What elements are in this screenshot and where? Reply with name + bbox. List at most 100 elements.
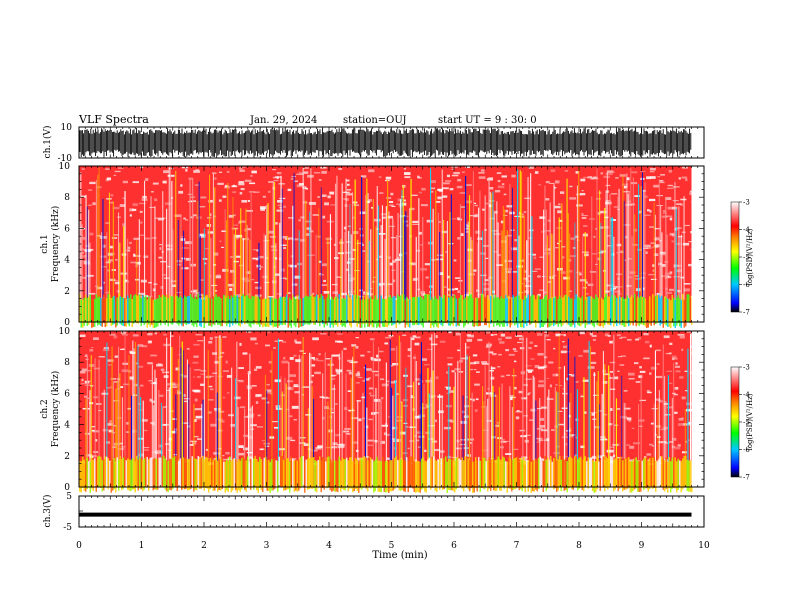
spec1-streak	[472, 171, 474, 322]
spec2-lowband	[311, 457, 313, 489]
spec1-lowband	[386, 299, 388, 328]
spec2-lowband	[383, 460, 385, 492]
spec1-lowband	[301, 298, 303, 327]
spec2-lowband	[422, 457, 424, 489]
spec1-speckle	[603, 175, 610, 179]
spec1-speckle	[185, 169, 188, 172]
spec2-lowband	[466, 456, 468, 488]
spec2-speckle	[289, 357, 294, 360]
spec1-lowband	[226, 298, 228, 327]
spec2-speckle	[344, 427, 351, 430]
spec1-lowband	[412, 297, 414, 326]
spec1-streak	[683, 196, 685, 322]
spec1-streak	[449, 212, 451, 322]
spec1-speckle	[671, 233, 675, 237]
spec1-speckle	[129, 208, 134, 212]
spec2-speckle	[123, 383, 130, 386]
spec1-streak	[549, 202, 551, 322]
spec2-lowband	[355, 457, 357, 489]
spec1-streak	[469, 195, 471, 322]
spec1-speckle	[493, 251, 498, 253]
spec2-lowband	[239, 460, 241, 492]
spec2-lowband	[658, 459, 660, 491]
spec2-speckle	[183, 398, 190, 400]
spec1-speckle	[202, 258, 208, 260]
spec2-speckle	[538, 380, 544, 383]
spec1-streak	[654, 214, 656, 322]
spec2-lowband	[221, 457, 223, 489]
spec2-speckle	[226, 392, 230, 394]
spec1-streak	[530, 173, 532, 322]
spec1-lowband	[80, 299, 82, 328]
spec2-speckle	[93, 337, 99, 340]
spec1-lowband	[622, 297, 624, 326]
spec1-speckle	[268, 181, 275, 183]
spec2-speckle	[288, 387, 294, 391]
spec2-speckle	[425, 403, 433, 407]
spec1-speckle	[280, 277, 286, 279]
spec2-lowband	[406, 457, 408, 489]
spec1-streak	[341, 183, 343, 322]
spec1-streak	[493, 210, 495, 322]
spec1-speckle	[194, 184, 199, 186]
spec1-lowband	[535, 299, 537, 328]
spec2-streak	[189, 367, 191, 487]
spec1-streak	[387, 179, 389, 322]
spec1-speckle	[371, 207, 373, 209]
spec1-streak	[422, 216, 424, 322]
spec1-streak	[249, 239, 251, 322]
spec2-streak	[307, 408, 309, 487]
spec1-lowband	[194, 296, 196, 325]
spec2-speckle	[663, 403, 670, 405]
spec2-speckle	[546, 398, 554, 400]
spec2-speckle	[600, 436, 606, 439]
spec1-lowband	[229, 299, 231, 328]
spec2-speckle	[658, 441, 666, 444]
spec1-speckle	[668, 169, 673, 173]
spec1-speckle	[272, 176, 279, 179]
spec2-speckle	[620, 336, 627, 339]
spec2-speckle	[266, 389, 272, 393]
spec1-speckle	[213, 177, 217, 180]
spec2-speckle	[323, 397, 330, 399]
spec2-lowband	[688, 460, 690, 492]
spec1-speckle	[554, 205, 561, 209]
spec1-streak	[566, 178, 568, 322]
spec1-lowband	[203, 299, 205, 328]
spec1-lowband	[233, 295, 235, 324]
spec2-streak	[111, 346, 113, 487]
spec2-lowband	[394, 458, 396, 490]
spec1-streak	[596, 168, 598, 322]
spec1-speckle	[255, 259, 259, 261]
spec1-lowband	[514, 297, 516, 326]
spec1-speckle	[322, 215, 326, 219]
spec1-speckle	[585, 281, 588, 284]
spec2-speckle	[293, 384, 299, 387]
spec2-lowband	[359, 457, 361, 489]
spec2-speckle	[352, 441, 358, 444]
spec1-speckle	[356, 242, 363, 244]
spec2-lowband	[470, 457, 472, 489]
spec1-lowband	[464, 297, 466, 326]
spec2-lowband	[437, 460, 439, 492]
spec2-lowband	[145, 455, 147, 488]
spec2-speckle	[655, 375, 663, 379]
spec1-speckle	[111, 237, 118, 239]
spec1-streak	[264, 235, 266, 322]
spec2-lowband	[310, 457, 312, 489]
spec2-streak	[601, 393, 603, 487]
spec2-speckle	[675, 365, 680, 368]
spec1-lowband	[631, 295, 633, 324]
spec2-speckle	[313, 358, 316, 361]
spec1-lowband	[85, 294, 87, 323]
spec1-lowband	[536, 295, 538, 324]
spec2-speckle	[473, 361, 480, 364]
spec2-speckle	[147, 341, 152, 344]
spec2-speckle	[119, 442, 123, 445]
spec2-speckle	[590, 361, 597, 364]
spec1-speckle	[583, 225, 588, 227]
spec2-lowband	[436, 460, 438, 493]
spec1-lowband	[661, 295, 663, 324]
spec2-speckle	[629, 445, 635, 449]
spec1-speckle	[222, 195, 227, 198]
